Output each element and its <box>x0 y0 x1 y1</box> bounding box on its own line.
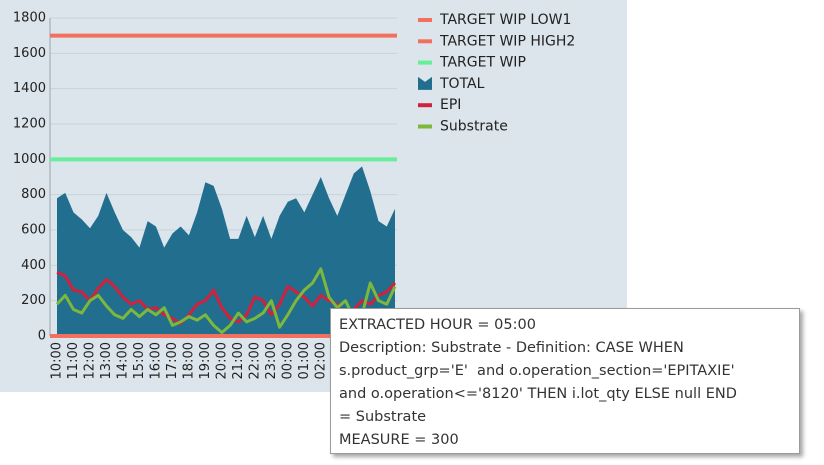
legend-label: TARGET WIP <box>439 55 526 71</box>
y-tick-label: 600 <box>21 223 46 238</box>
line <box>55 267 397 334</box>
legend-label: Substrate <box>440 119 508 135</box>
x-tick-label: 00:00 <box>280 342 295 379</box>
x-tick-label: 17:00 <box>165 342 180 379</box>
legend-label: TARGET WIP HIGH2 <box>439 33 575 49</box>
legend-label: TOTAL <box>439 76 485 92</box>
tooltip: EXTRACTED HOUR = 05:00 Description: Subst… <box>330 308 800 454</box>
y-tick-label: 800 <box>21 187 46 202</box>
x-tick-label: 16:00 <box>148 342 163 379</box>
y-tick-label: 1000 <box>13 152 46 167</box>
x-tick-label: 13:00 <box>99 342 114 379</box>
x-tick-label: 10:00 <box>50 342 65 379</box>
area <box>57 166 395 336</box>
y-tick-label: 1800 <box>13 11 46 26</box>
x-tick-label: 21:00 <box>231 342 246 379</box>
x-tick-label: 19:00 <box>198 342 213 379</box>
legend-label: EPI <box>440 97 461 113</box>
legend-swatch <box>418 76 432 90</box>
x-tick-label: 22:00 <box>247 342 262 379</box>
x-tick-label: 20:00 <box>214 342 229 379</box>
legend-label: TARGET WIP LOW1 <box>439 12 571 28</box>
tooltip-line: Description: Substrate - Definition: CAS… <box>339 340 684 356</box>
y-tick-label: 0 <box>38 329 46 344</box>
y-tick-label: 1200 <box>13 117 46 132</box>
tooltip-line: MEASURE = 300 <box>339 432 459 448</box>
y-tick-label: 400 <box>21 258 46 273</box>
y-tick-label: 1600 <box>13 46 46 61</box>
x-tick-label: 14:00 <box>115 342 130 379</box>
y-tick-label: 1400 <box>13 81 46 96</box>
x-tick-label: 02:00 <box>313 342 328 379</box>
tooltip-line: and o.operation<='8120' THEN i.lot_qty E… <box>339 386 737 402</box>
tooltip-line: s.product_grp='E' and o.operation_sectio… <box>339 363 735 379</box>
x-tick-label: 15:00 <box>132 342 147 379</box>
x-tick-label: 12:00 <box>82 342 97 379</box>
tooltip-line: = Substrate <box>339 409 427 425</box>
x-tick-label: 01:00 <box>297 342 312 379</box>
x-tick-label: 23:00 <box>264 342 279 379</box>
tooltip-line: EXTRACTED HOUR = 05:00 <box>339 317 536 333</box>
x-tick-label: 11:00 <box>66 342 81 379</box>
y-tick-label: 200 <box>21 293 46 308</box>
x-tick-label: 18:00 <box>181 342 196 379</box>
